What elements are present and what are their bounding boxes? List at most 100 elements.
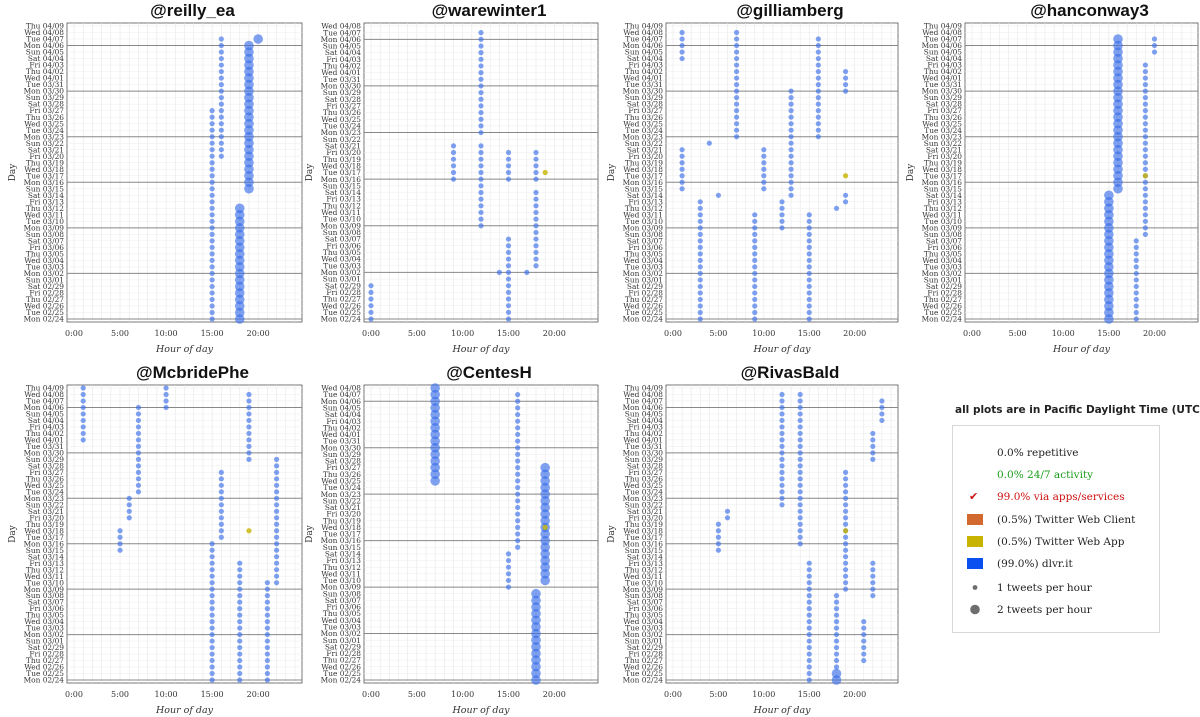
data-point	[697, 212, 703, 218]
data-point	[505, 551, 512, 557]
data-point	[733, 88, 740, 94]
data-point	[806, 625, 812, 631]
data-point	[264, 644, 270, 651]
data-point	[430, 429, 440, 440]
data-point	[1142, 173, 1148, 179]
x-tick-label: 20:00	[843, 329, 866, 338]
data-point	[788, 114, 794, 120]
data-point	[478, 169, 484, 176]
data-point	[246, 456, 252, 462]
data-point	[779, 502, 785, 508]
data-point	[833, 205, 840, 211]
y-tick-label: Fri 04/03	[29, 423, 64, 432]
data-point	[218, 515, 224, 521]
y-tick-label: Sat 03/07	[325, 235, 361, 244]
data-point	[531, 595, 541, 606]
data-point	[80, 417, 86, 424]
data-point	[806, 677, 812, 683]
y-tick-label: Sun 03/22	[26, 139, 64, 148]
data-point	[237, 677, 243, 683]
y-tick-label: Mon 04/06	[24, 41, 65, 50]
data-point	[368, 316, 374, 322]
y-tick-label: Sun 03/15	[625, 546, 664, 555]
data-point	[218, 95, 224, 101]
y-tick-label: Wed 02/26	[321, 662, 361, 671]
data-point	[806, 631, 812, 638]
data-point	[1133, 290, 1139, 296]
data-point	[540, 462, 550, 473]
data-point	[237, 631, 243, 638]
y-tick-label: Mon 03/09	[623, 223, 664, 232]
y-tick-label: Sun 03/08	[26, 591, 65, 600]
data-point	[1142, 160, 1148, 166]
data-point	[264, 625, 270, 631]
y-tick-label: Fri 03/20	[628, 513, 663, 522]
data-point	[531, 642, 541, 652]
data-point	[779, 469, 785, 475]
data-point	[833, 664, 840, 670]
data-point	[540, 476, 550, 486]
data-point	[478, 149, 484, 156]
y-tick-label: Sat 02/29	[627, 282, 663, 291]
y-tick-label: Mon 04/06	[623, 41, 664, 50]
data-point	[797, 411, 803, 417]
data-point	[135, 437, 142, 443]
data-point	[273, 567, 280, 573]
y-tick-label: Tue 04/07	[924, 35, 962, 44]
y-tick-label: Thu 03/12	[625, 565, 663, 574]
data-point	[806, 670, 812, 677]
data-point	[733, 36, 740, 42]
data-point	[209, 625, 215, 631]
data-point	[505, 303, 512, 309]
data-point	[80, 430, 86, 437]
data-point	[1142, 88, 1148, 94]
data-point	[815, 75, 821, 81]
y-tick-label: Wed 04/08	[922, 28, 962, 37]
y-tick-label: Mon 03/16	[24, 178, 65, 187]
y-tick-label: Sun 03/29	[323, 88, 362, 97]
data-point	[806, 599, 812, 605]
y-tick-label: Sat 03/28	[28, 100, 64, 109]
y-tick-label: Mon 03/23	[922, 132, 963, 141]
data-point	[861, 644, 867, 651]
y-tick-label: Sat 02/29	[28, 282, 64, 291]
y-tick-label: Tue 03/10	[625, 217, 663, 226]
y-tick-label: Sun 03/22	[323, 135, 361, 144]
data-point	[761, 186, 767, 192]
data-point	[209, 290, 215, 296]
x-tick-label: 0:00	[963, 329, 981, 338]
data-point	[135, 489, 142, 495]
y-tick-label: Sun 03/22	[924, 139, 962, 148]
data-point	[733, 82, 740, 88]
data-point	[842, 476, 849, 482]
data-point	[478, 96, 484, 102]
y-tick-label: Fri 02/28	[628, 650, 663, 659]
data-point	[861, 619, 867, 625]
data-point	[870, 560, 876, 566]
y-tick-label: Sat 02/29	[926, 282, 962, 291]
data-point	[234, 203, 245, 214]
data-point	[505, 163, 512, 169]
data-point	[797, 424, 803, 430]
data-point	[1142, 114, 1148, 120]
y-tick-label: Thu 03/05	[625, 249, 663, 258]
data-point	[505, 176, 512, 182]
x-tick-label: 20:00	[247, 690, 270, 699]
y-tick-label: Sat 03/21	[28, 145, 64, 154]
data-point	[246, 450, 252, 456]
y-tick-label: Mon 03/09	[24, 223, 65, 232]
data-point	[833, 599, 840, 605]
y-tick-label: Wed 03/18	[24, 165, 64, 174]
data-point	[505, 571, 512, 577]
data-point	[135, 424, 142, 430]
data-point	[806, 586, 812, 592]
data-point	[1133, 257, 1139, 263]
data-point	[533, 163, 539, 169]
data-point	[861, 631, 867, 638]
data-point	[806, 560, 812, 566]
x-tick-label: 10:00	[155, 690, 178, 699]
y-tick-label: Mon 02/24	[24, 676, 65, 685]
y-tick-label: Fri 02/28	[326, 288, 361, 297]
data-point	[126, 515, 132, 521]
